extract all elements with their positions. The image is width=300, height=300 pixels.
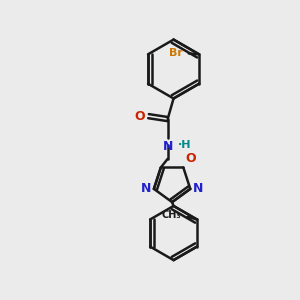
- Text: N: N: [141, 182, 151, 195]
- Text: O: O: [186, 152, 196, 165]
- Text: CH₃: CH₃: [161, 210, 181, 220]
- Text: Br: Br: [169, 48, 183, 58]
- Text: ·H: ·H: [178, 140, 191, 150]
- Text: O: O: [134, 110, 145, 123]
- Text: N: N: [193, 182, 204, 195]
- Text: N: N: [163, 140, 173, 153]
